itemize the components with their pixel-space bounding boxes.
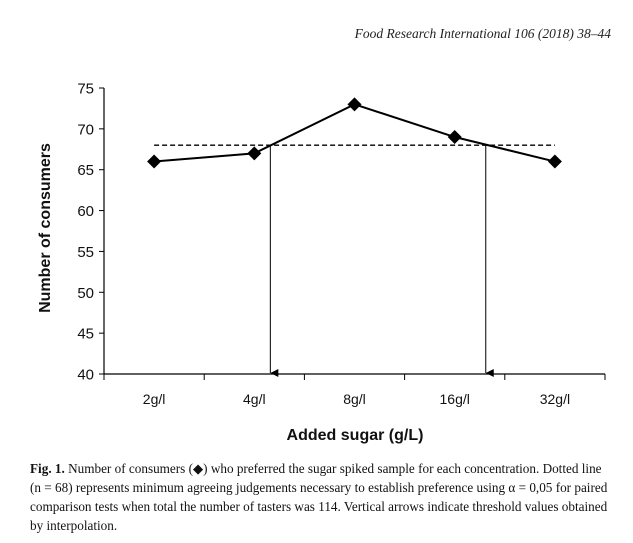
chart-axes — [103, 88, 605, 375]
y-axis-label: Number of consumers — [37, 143, 54, 313]
y-tick-label: 60 — [77, 203, 94, 220]
diamond-marker — [347, 97, 362, 112]
y-tick-label: 70 — [77, 121, 94, 138]
diamond-marker — [447, 130, 462, 145]
threshold-arrows — [269, 145, 494, 377]
x-tick-label: 16g/l — [440, 391, 470, 407]
diamond-marker — [247, 146, 262, 161]
x-tick-label: 32g/l — [540, 391, 570, 407]
y-tick-label: 55 — [77, 244, 94, 261]
x-axis-label: Added sugar (g/L) — [287, 427, 424, 444]
series-polyline — [154, 103, 556, 163]
y-ticks: 40 45 50 55 60 65 70 75 — [77, 81, 104, 384]
series-line — [154, 103, 556, 163]
y-tick-label: 40 — [77, 367, 94, 384]
y-tick-label: 65 — [77, 162, 94, 179]
diamond-marker — [547, 154, 562, 169]
x-tick-label: 8g/l — [343, 391, 366, 407]
x-ticks: 2g/l 4g/l 8g/l 16g/l 32g/l — [103, 374, 606, 407]
caption-text: Number of consumers (◆) who preferred th… — [30, 461, 608, 533]
data-points — [147, 97, 562, 169]
figure-caption: Fig. 1. Number of consumers (◆) who pref… — [30, 459, 615, 535]
x-tick-label: 4g/l — [243, 391, 266, 407]
caption-label: Fig. 1. — [30, 461, 65, 476]
journal-header: Food Research International 106 (2018) 3… — [354, 26, 611, 41]
y-tick-label: 50 — [77, 285, 94, 302]
y-tick-label: 75 — [77, 81, 94, 98]
y-tick-label: 45 — [77, 326, 94, 343]
x-tick-label: 2g/l — [143, 391, 166, 407]
diamond-marker — [147, 154, 162, 169]
